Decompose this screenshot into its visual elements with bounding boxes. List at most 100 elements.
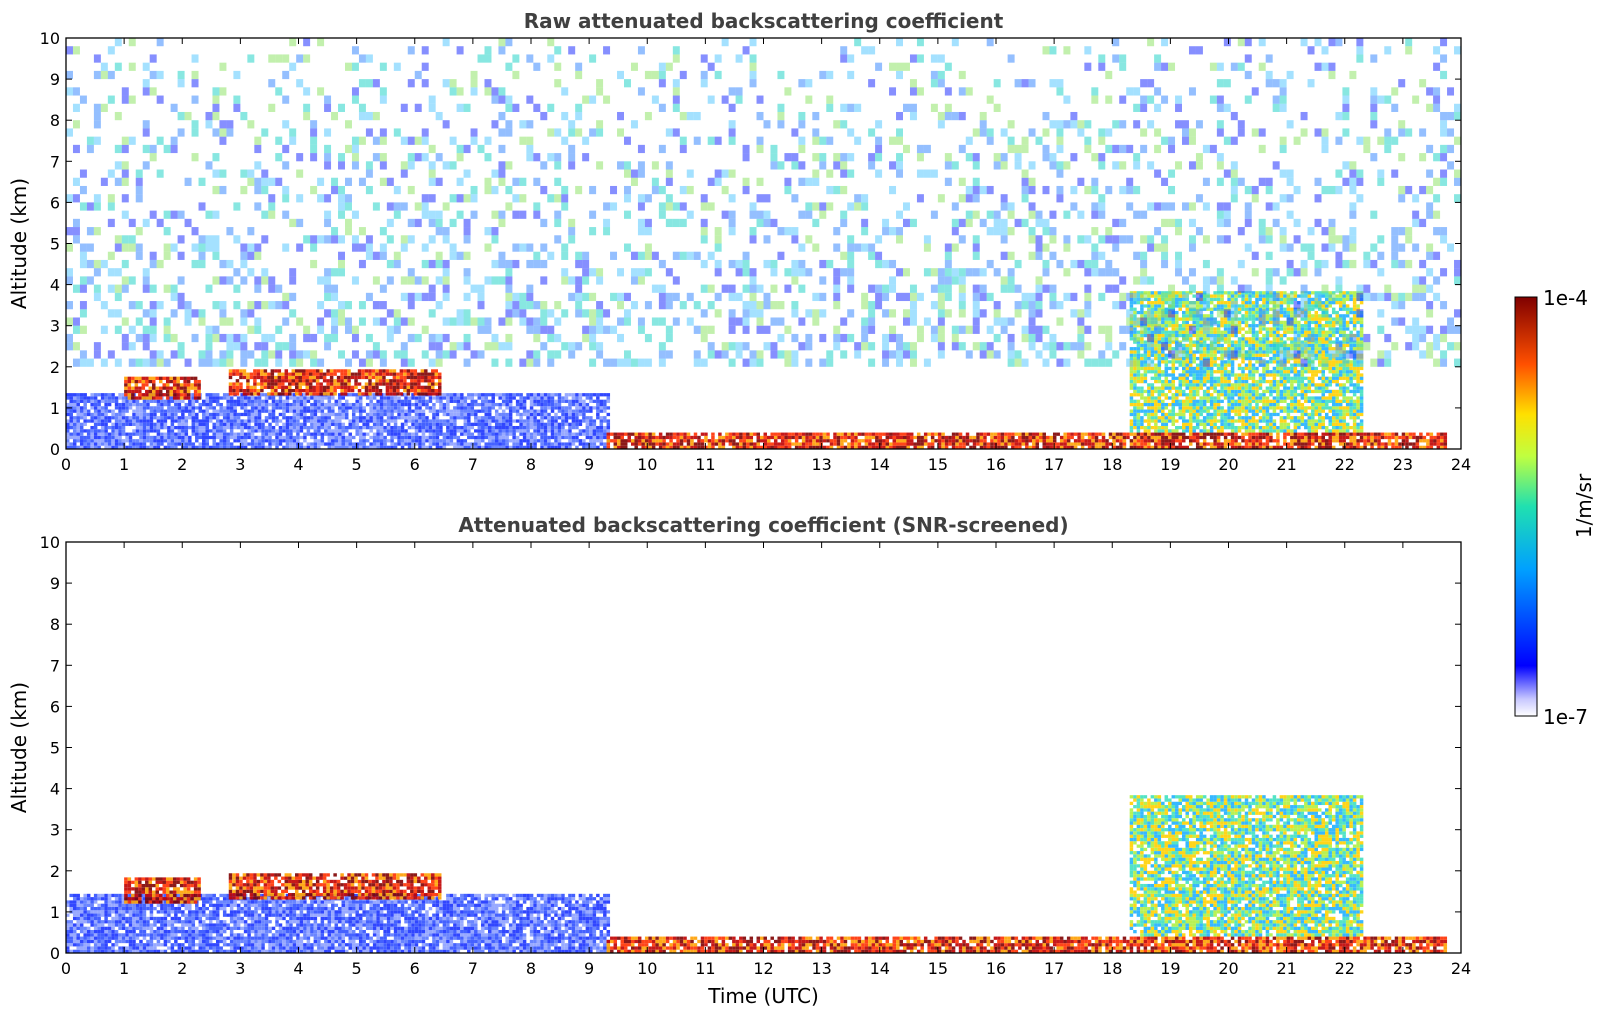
heat-cell	[400, 399, 405, 403]
heat-cell	[1195, 389, 1200, 394]
heat-cell	[596, 393, 600, 397]
heat-cell	[589, 422, 593, 426]
heat-cell	[215, 422, 220, 426]
heat-cell	[596, 425, 600, 430]
heat-cell	[739, 439, 743, 443]
heat-cell	[379, 406, 384, 410]
heat-cell	[93, 439, 98, 443]
heat-cell	[1154, 297, 1158, 302]
heat-cell	[393, 419, 398, 423]
heat-cell	[1300, 442, 1305, 446]
heat-cell	[212, 435, 216, 440]
heat-cell	[125, 399, 129, 403]
heat-cell	[983, 432, 987, 436]
heat-cell	[976, 439, 980, 443]
heat-cell	[1220, 360, 1224, 364]
heat-cell	[351, 406, 356, 410]
heat-cell	[205, 412, 209, 417]
heat-cell	[1380, 432, 1385, 436]
heat-cell	[284, 375, 289, 380]
heat-cell	[215, 416, 220, 420]
heat-cell	[1091, 432, 1095, 436]
heat-cell	[1192, 386, 1196, 390]
heat-cell	[1223, 363, 1228, 367]
heat-cell	[515, 425, 520, 430]
heat-cell	[704, 432, 708, 436]
heat-cell	[896, 432, 900, 436]
heat-cell	[246, 388, 250, 393]
heat-cell	[170, 399, 175, 403]
heat-cell	[424, 375, 428, 380]
heat-cell	[195, 422, 199, 426]
heat-cell	[1213, 356, 1217, 361]
heat-cell	[1283, 439, 1287, 443]
heat-cell	[1032, 445, 1036, 449]
heat-cell	[1216, 389, 1221, 394]
heat-cell	[575, 422, 579, 426]
heat-cell	[371, 388, 376, 393]
heat-cell	[417, 372, 421, 376]
heat-cell	[1199, 383, 1203, 387]
heat-cell	[770, 442, 774, 446]
heat-cell	[369, 419, 373, 423]
heat-cell	[156, 432, 161, 436]
heat-cell	[411, 432, 415, 436]
heat-cell	[1188, 389, 1193, 394]
heat-cell	[536, 396, 541, 400]
heat-cell	[432, 419, 436, 423]
heat-cell	[334, 419, 339, 423]
heat-cell	[596, 439, 600, 443]
heat-cell	[1202, 422, 1207, 426]
heat-cell	[100, 409, 105, 413]
heat-cell	[512, 429, 516, 433]
heat-cell	[308, 392, 313, 396]
heat-cell	[254, 435, 258, 440]
heat-cell	[145, 389, 149, 394]
heat-cell	[487, 435, 492, 440]
heat-cell	[303, 419, 307, 423]
heat-cell	[305, 369, 309, 373]
heat-cell	[993, 435, 998, 440]
heat-cell	[815, 442, 820, 446]
heat-cell	[1157, 347, 1162, 351]
heat-cell	[1018, 432, 1022, 436]
heat-cell	[176, 379, 180, 384]
heat-cell	[519, 442, 523, 446]
heat-cell	[484, 393, 488, 397]
heat-cell	[1178, 412, 1182, 417]
heat-cell	[561, 442, 565, 446]
heat-cell	[362, 442, 366, 446]
heat-cell	[292, 429, 297, 433]
heat-cell	[1307, 439, 1312, 443]
heat-cell	[288, 388, 292, 393]
heat-cell	[358, 432, 363, 436]
heat-cell	[498, 432, 502, 436]
heat-cell	[127, 393, 132, 397]
heat-cell	[780, 435, 785, 440]
heat-cell	[882, 445, 886, 449]
heat-cell	[505, 432, 509, 436]
heat-cell	[515, 399, 520, 403]
heat-cell	[148, 396, 153, 400]
heat-cell	[634, 445, 638, 449]
heat-cell	[606, 412, 611, 417]
heat-cell	[1178, 363, 1182, 367]
heat-cell	[477, 425, 482, 430]
heat-cell	[1213, 406, 1217, 410]
heat-cell	[264, 432, 269, 436]
heat-cell	[1157, 376, 1162, 380]
heat-cell	[97, 412, 101, 417]
heat-cell	[937, 435, 942, 440]
heat-cell	[498, 425, 502, 430]
heat-cell	[1112, 445, 1116, 449]
heat-cell	[728, 435, 733, 440]
heat-cell	[195, 399, 199, 403]
heat-cell	[188, 409, 192, 413]
heat-cell	[179, 386, 184, 390]
heat-cell	[118, 442, 122, 446]
heat-cell	[247, 416, 251, 420]
heat-cell	[519, 425, 523, 430]
heat-cell	[295, 392, 299, 396]
heat-cell	[320, 396, 325, 400]
heat-cell	[257, 425, 262, 430]
